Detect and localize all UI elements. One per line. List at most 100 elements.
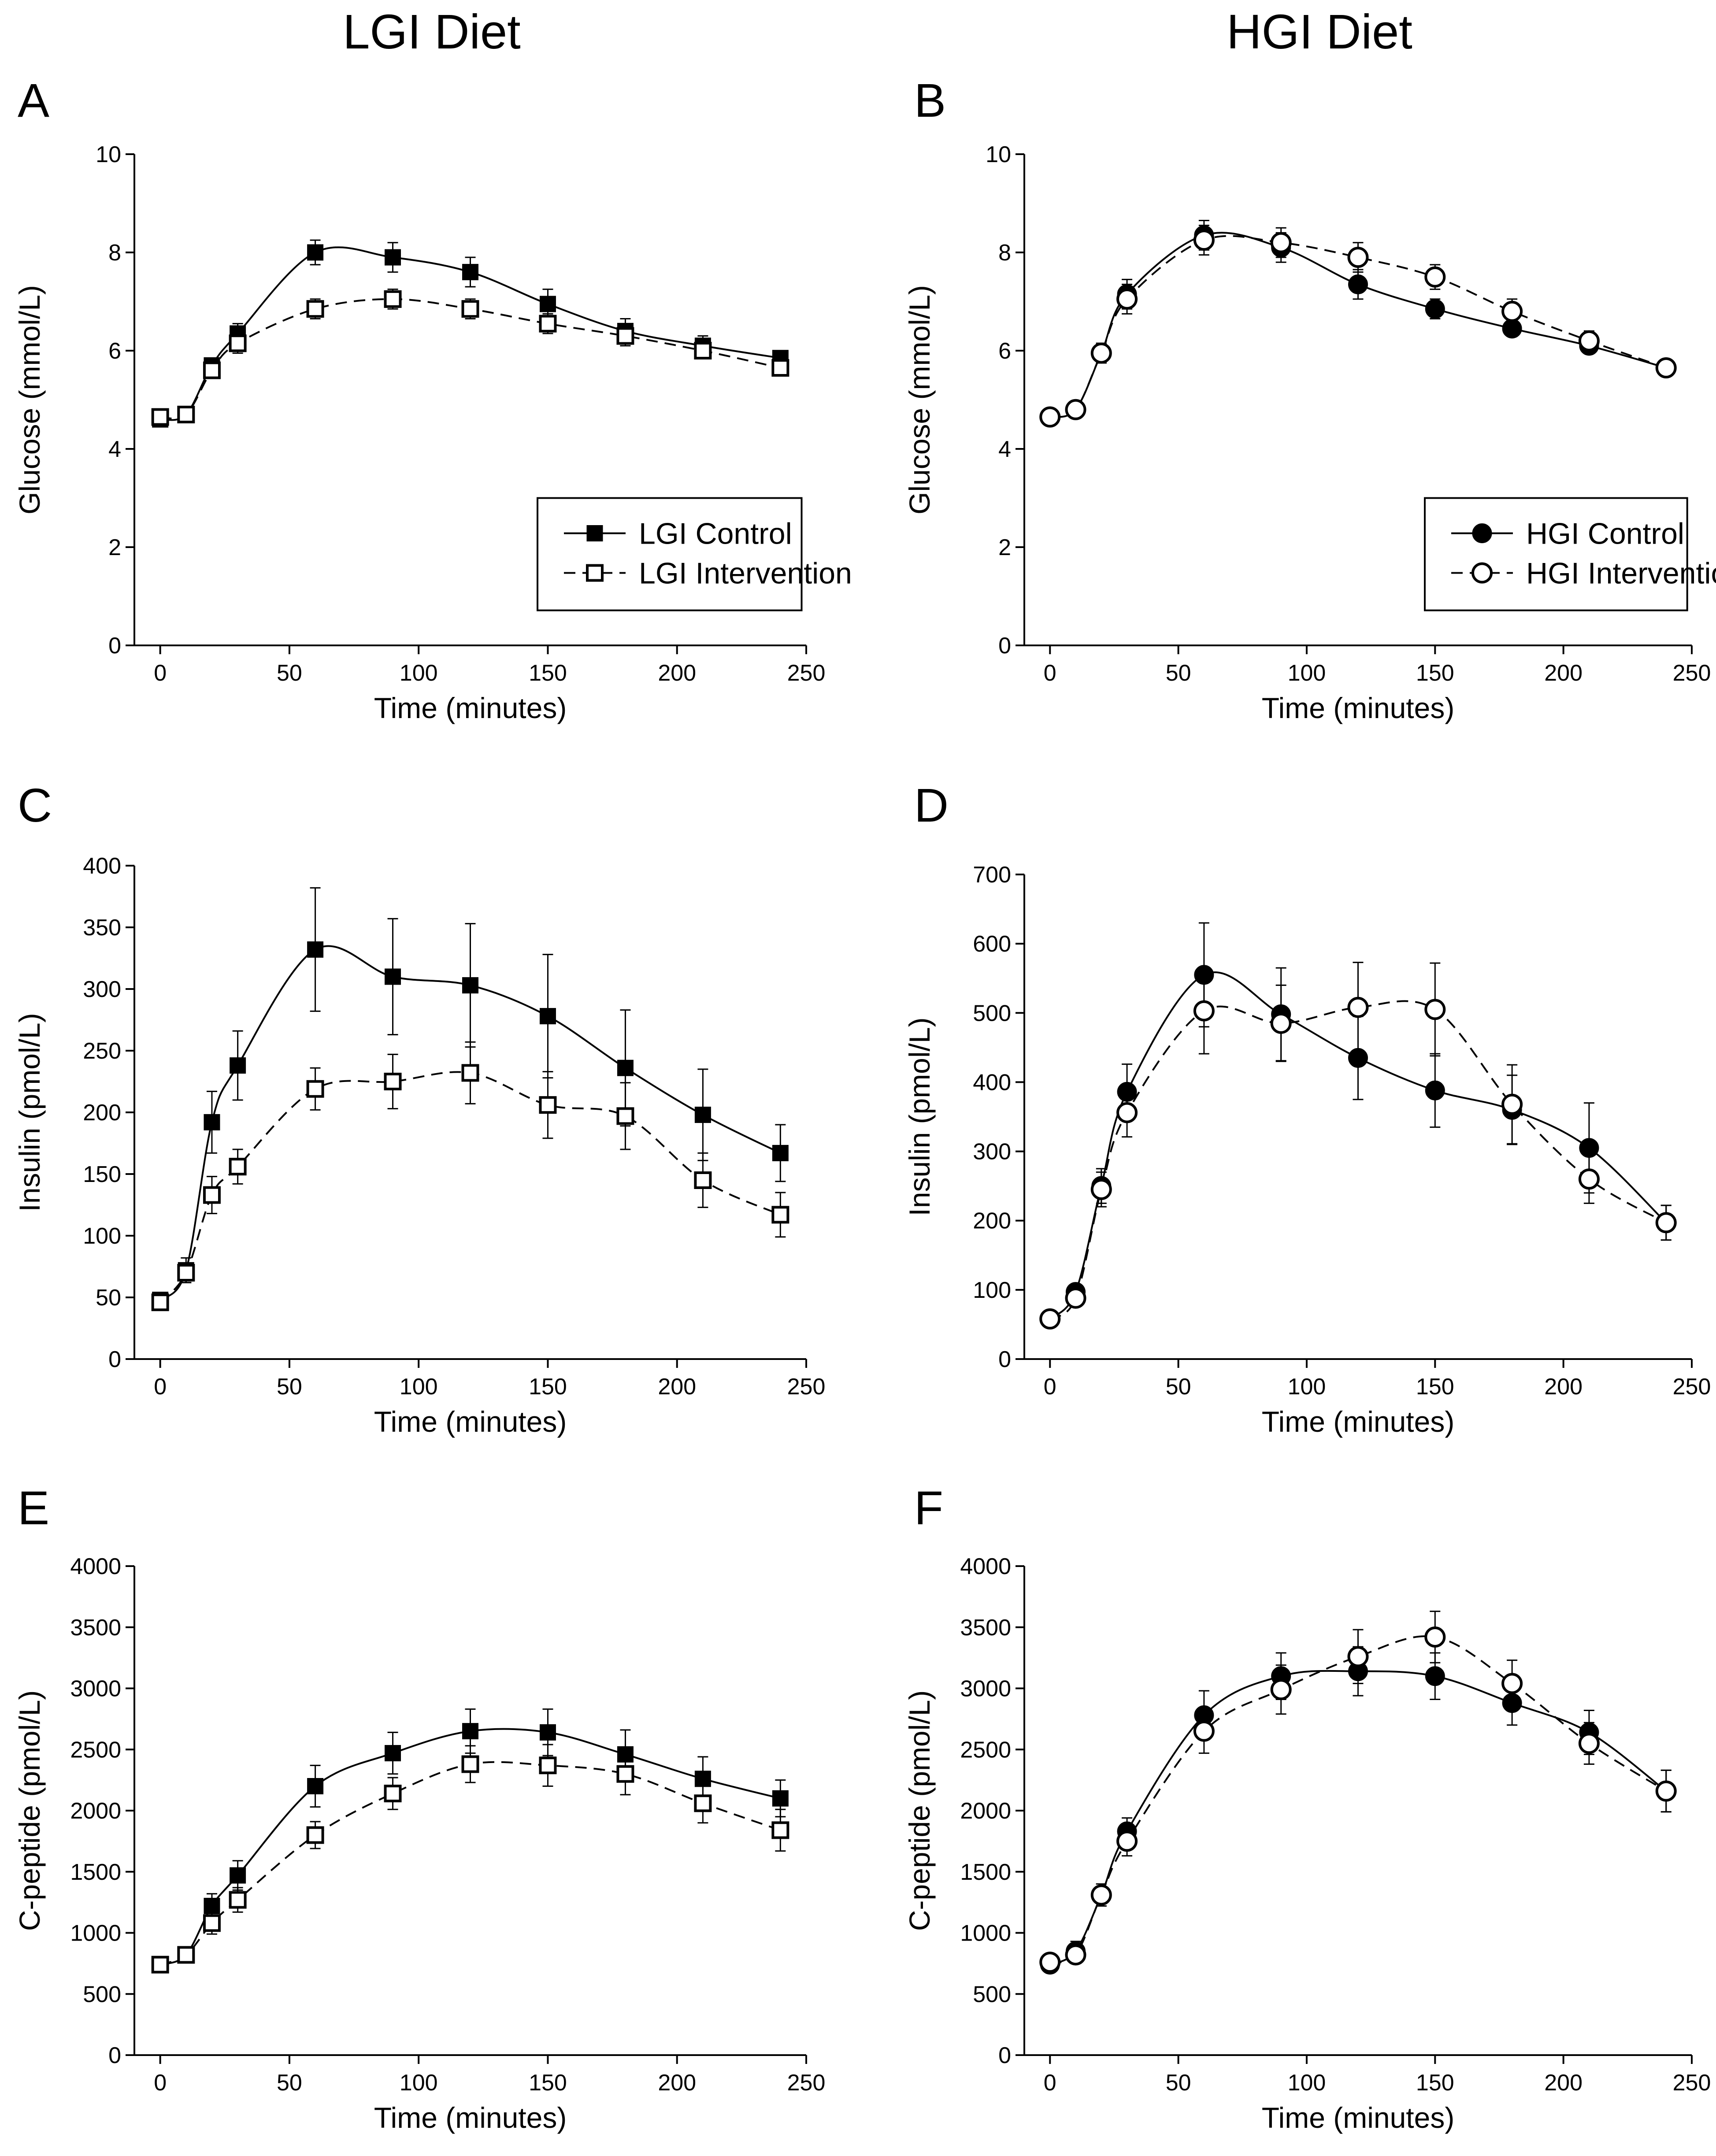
y-tick-label: 1500	[70, 1860, 121, 1885]
data-point	[1270, 1012, 1292, 1034]
data-point	[1039, 1308, 1061, 1330]
legend-label: LGI Intervention	[639, 557, 852, 590]
y-tick-label: 400	[83, 853, 121, 879]
y-tick-label: 0	[108, 1347, 121, 1372]
data-point	[539, 1008, 556, 1025]
data-point	[1194, 965, 1214, 985]
x-tick-label: 0	[1044, 2070, 1056, 2096]
data-point	[385, 968, 401, 985]
data-point	[1501, 1093, 1523, 1115]
data-point	[1578, 330, 1600, 352]
series-line	[159, 1761, 781, 1966]
x-tick-label: 200	[1544, 660, 1583, 686]
y-axis-label: Glucose (mmol/L)	[903, 285, 936, 515]
y-tick-label: 10	[96, 142, 121, 167]
x-tick-label: 150	[1416, 1374, 1454, 1400]
x-axis-label: Time (minutes)	[1262, 1405, 1455, 1438]
y-axis-label: Glucose (mmol/L)	[13, 285, 46, 515]
y-axis-label: Insulin (pmol/L)	[903, 1017, 936, 1216]
markers-lgi-control	[152, 941, 789, 1308]
y-tick-label: 100	[973, 1278, 1011, 1303]
data-point	[1425, 1080, 1445, 1100]
y-tick-label: 6	[998, 338, 1011, 364]
y-axis-label: C-peptide (pmol/L)	[903, 1690, 936, 1931]
x-tick-label: 50	[1166, 2070, 1191, 2096]
data-point	[1655, 357, 1677, 379]
data-point	[1501, 300, 1523, 322]
x-tick-label: 200	[1544, 1374, 1583, 1400]
chart-panel-f: F 0 500 1000 1500 2000 2500 3000 3500 4000 0 50 100 1…	[903, 1481, 1711, 2134]
series-line	[1049, 1670, 1667, 1966]
y-tick-label: 50	[96, 1285, 121, 1311]
data-point	[772, 1790, 789, 1807]
x-tick-label: 150	[529, 1374, 567, 1400]
x-tick-label: 100	[1288, 1374, 1326, 1400]
data-point	[307, 941, 324, 958]
panel-letter: D	[914, 778, 949, 832]
data-point	[462, 977, 478, 994]
x-tick-label: 100	[400, 660, 438, 686]
data-point	[616, 327, 634, 345]
data-point	[384, 290, 402, 308]
y-tick-label: 1500	[960, 1860, 1011, 1885]
data-point	[1116, 1102, 1138, 1123]
y-tick-label: 700	[973, 862, 1011, 888]
series-lgi-intervention	[155, 1041, 786, 1309]
data-point	[1578, 1168, 1600, 1190]
markers-lgi-intervention	[151, 1064, 789, 1311]
markers-lgi-intervention	[151, 290, 789, 426]
data-point	[617, 1746, 634, 1763]
data-point	[694, 1171, 712, 1189]
data-point	[1502, 1693, 1522, 1713]
markers-hgi-control	[1040, 1661, 1676, 1975]
data-point	[151, 1293, 169, 1311]
x-tick-label: 50	[277, 660, 302, 686]
y-tick-label: 2500	[960, 1737, 1011, 1763]
data-point	[1655, 1780, 1677, 1802]
data-point	[539, 296, 556, 312]
series-line	[1049, 235, 1667, 418]
y-tick-label: 1000	[960, 1921, 1011, 1946]
y-tick-label: 3000	[70, 1676, 121, 1702]
y-tick-label: 500	[973, 1000, 1011, 1026]
data-point	[771, 1206, 789, 1224]
data-point	[229, 334, 247, 352]
data-point	[203, 1186, 221, 1204]
legend-marker	[586, 525, 603, 541]
data-point	[1193, 1720, 1215, 1742]
column-title-hgi: HGI Diet	[1227, 5, 1412, 59]
data-point	[771, 1821, 789, 1839]
data-point	[229, 1891, 247, 1909]
data-point	[1090, 1179, 1112, 1200]
data-point	[307, 244, 324, 261]
y-tick-label: 0	[108, 2043, 121, 2068]
data-point	[616, 1107, 634, 1125]
y-tick-label: 2	[108, 535, 121, 560]
data-point	[307, 1778, 324, 1794]
data-point	[772, 1145, 789, 1161]
x-tick-label: 250	[1673, 1374, 1711, 1400]
data-point	[1655, 1212, 1677, 1234]
x-tick-label: 50	[1166, 1374, 1191, 1400]
data-point	[229, 1158, 247, 1176]
y-tick-label: 600	[973, 931, 1011, 957]
data-point	[384, 1073, 402, 1090]
x-tick-label: 150	[1416, 2070, 1454, 2096]
data-point	[1579, 1138, 1599, 1158]
legend-box	[1424, 497, 1688, 611]
data-point	[771, 359, 789, 377]
x-tick-label: 100	[1288, 2070, 1326, 2096]
markers-lgi-intervention	[151, 1755, 789, 1974]
data-point	[694, 1771, 711, 1787]
legend-label: LGI Control	[639, 517, 792, 551]
data-point	[1424, 266, 1446, 288]
data-point	[539, 1724, 556, 1741]
y-tick-label: 2000	[960, 1798, 1011, 1824]
data-point	[306, 1080, 324, 1098]
data-point	[384, 1785, 402, 1803]
data-point	[1065, 1944, 1086, 1966]
y-tick-label: 3500	[70, 1615, 121, 1641]
data-point	[177, 1946, 195, 1964]
x-tick-label: 250	[1673, 660, 1711, 686]
y-tick-label: 400	[973, 1070, 1011, 1095]
